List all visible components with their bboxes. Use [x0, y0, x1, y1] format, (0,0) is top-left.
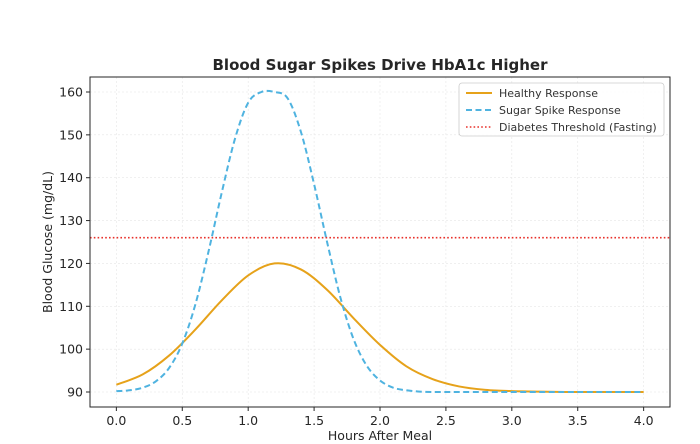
legend-label-healthy-response: Healthy Response [499, 87, 598, 100]
grid [90, 77, 670, 407]
x-tick-label: 0.5 [172, 413, 192, 428]
legend-box [458, 82, 665, 137]
y-tick-label: 100 [59, 342, 83, 357]
series-line-healthy-response [115, 262, 644, 394]
y-tick-label: 110 [59, 299, 83, 314]
y-tick-label: 160 [59, 85, 83, 100]
y-tick-label: 150 [59, 127, 83, 142]
x-tick-label: 0.0 [106, 413, 126, 428]
plot-area [90, 89, 670, 394]
x-axis-ticks: 0.0 0.5 1.0 1.5 2.0 2.5 3.0 3.5 4.0 [106, 407, 654, 428]
x-tick-label: 2.5 [436, 413, 456, 428]
x-tick-label: 3.5 [568, 413, 588, 428]
legend-label-diabetes-threshold-fasting: Diabetes Threshold (Fasting) [499, 121, 657, 134]
y-tick-label: 120 [59, 256, 83, 271]
legend: Healthy Response Sugar Spike Response Diab… [458, 82, 665, 137]
x-tick-label: 2.0 [370, 413, 390, 428]
y-axis-label: Blood Glucose (mg/dL) [40, 171, 55, 313]
y-tick-label: 90 [67, 385, 83, 400]
legend-label-sugar-spike-response: Sugar Spike Response [499, 104, 621, 117]
x-tick-label: 4.0 [634, 413, 654, 428]
x-tick-label: 3.0 [502, 413, 522, 428]
series-line-sugar-spike-response [116, 89, 644, 394]
x-tick-label: 1.0 [238, 413, 258, 428]
x-axis-label: Hours After Meal [328, 428, 432, 443]
y-tick-label: 130 [59, 213, 83, 228]
y-tick-label: 140 [59, 170, 83, 185]
y-axis-ticks: 90 100 110 120 130 140 150 160 [59, 85, 90, 400]
x-tick-label: 1.5 [304, 413, 324, 428]
chart-title: Blood Sugar Spikes Drive HbA1c Higher [213, 56, 549, 74]
